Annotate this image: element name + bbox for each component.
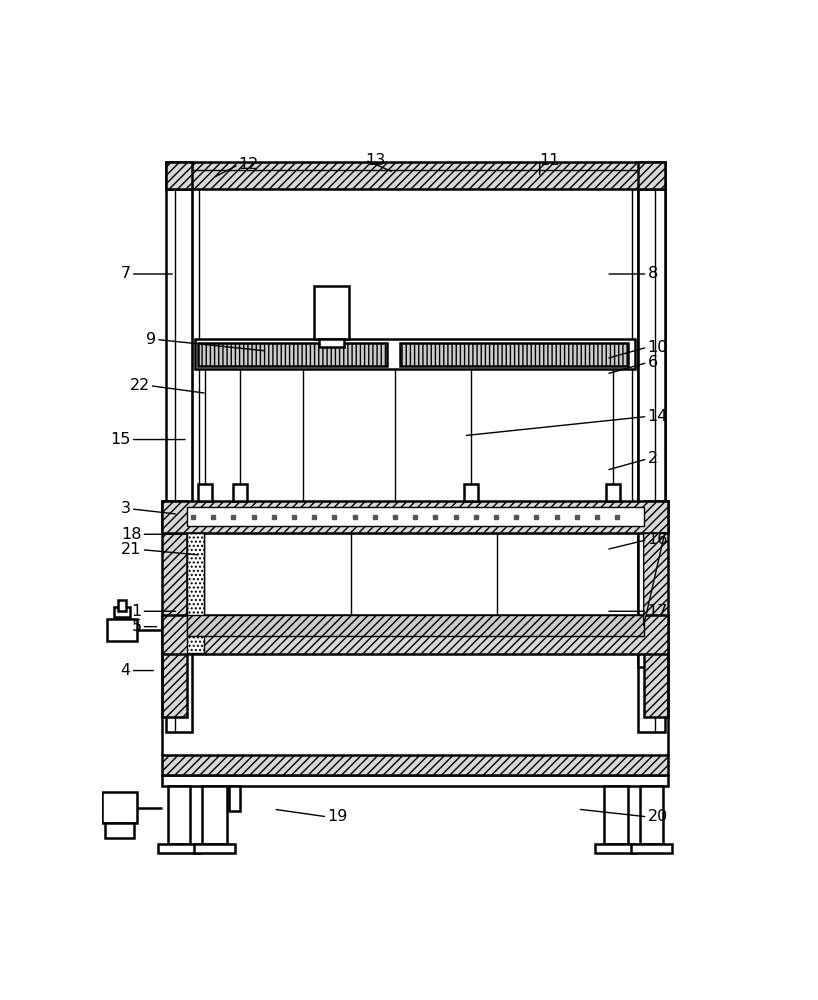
- Text: 15: 15: [110, 432, 131, 447]
- Text: 13: 13: [366, 153, 385, 168]
- Bar: [638, 189, 664, 667]
- Bar: [165, 162, 192, 189]
- Text: 19: 19: [327, 809, 348, 824]
- Text: 9: 9: [146, 332, 156, 347]
- Text: 2: 2: [648, 451, 658, 466]
- Text: 1: 1: [132, 604, 142, 619]
- Polygon shape: [644, 533, 664, 626]
- Bar: [115, 607, 129, 617]
- Bar: [106, 823, 134, 838]
- Text: 16: 16: [648, 532, 667, 547]
- Text: 6: 6: [648, 355, 658, 370]
- Bar: [119, 600, 125, 611]
- Text: 18: 18: [121, 527, 142, 542]
- Text: 20: 20: [648, 809, 667, 824]
- Text: 3: 3: [121, 501, 131, 516]
- Text: 8: 8: [648, 266, 658, 282]
- Text: 17: 17: [648, 604, 667, 619]
- Text: 10: 10: [648, 340, 667, 355]
- Bar: [165, 189, 192, 732]
- Bar: [638, 162, 664, 189]
- Bar: [605, 484, 619, 501]
- Bar: [198, 343, 387, 366]
- Bar: [631, 844, 672, 853]
- Bar: [198, 484, 212, 501]
- Bar: [163, 615, 667, 654]
- Text: 12: 12: [239, 157, 259, 172]
- Bar: [202, 786, 227, 844]
- Bar: [187, 507, 644, 526]
- Bar: [465, 484, 479, 501]
- Bar: [106, 619, 137, 641]
- Bar: [644, 501, 667, 717]
- Bar: [229, 786, 240, 811]
- Bar: [314, 286, 349, 339]
- Bar: [159, 844, 200, 853]
- Bar: [163, 774, 667, 786]
- Bar: [604, 786, 627, 844]
- Bar: [596, 844, 636, 853]
- Bar: [102, 792, 137, 823]
- Text: 11: 11: [540, 153, 560, 168]
- Bar: [400, 343, 628, 366]
- Bar: [640, 786, 663, 844]
- Text: 22: 22: [129, 378, 150, 393]
- Text: 7: 7: [120, 266, 131, 282]
- Bar: [187, 615, 644, 636]
- Text: 14: 14: [648, 409, 667, 424]
- Bar: [187, 533, 204, 653]
- Text: 4: 4: [120, 663, 131, 678]
- Bar: [163, 755, 667, 774]
- Text: 5: 5: [132, 619, 142, 634]
- Bar: [194, 844, 235, 853]
- Bar: [319, 339, 344, 347]
- Bar: [233, 484, 247, 501]
- Bar: [168, 786, 191, 844]
- Bar: [165, 162, 664, 189]
- Text: 21: 21: [121, 542, 142, 557]
- Bar: [163, 501, 667, 533]
- Bar: [196, 339, 635, 369]
- Bar: [196, 339, 391, 369]
- Bar: [163, 501, 187, 717]
- Bar: [638, 189, 664, 732]
